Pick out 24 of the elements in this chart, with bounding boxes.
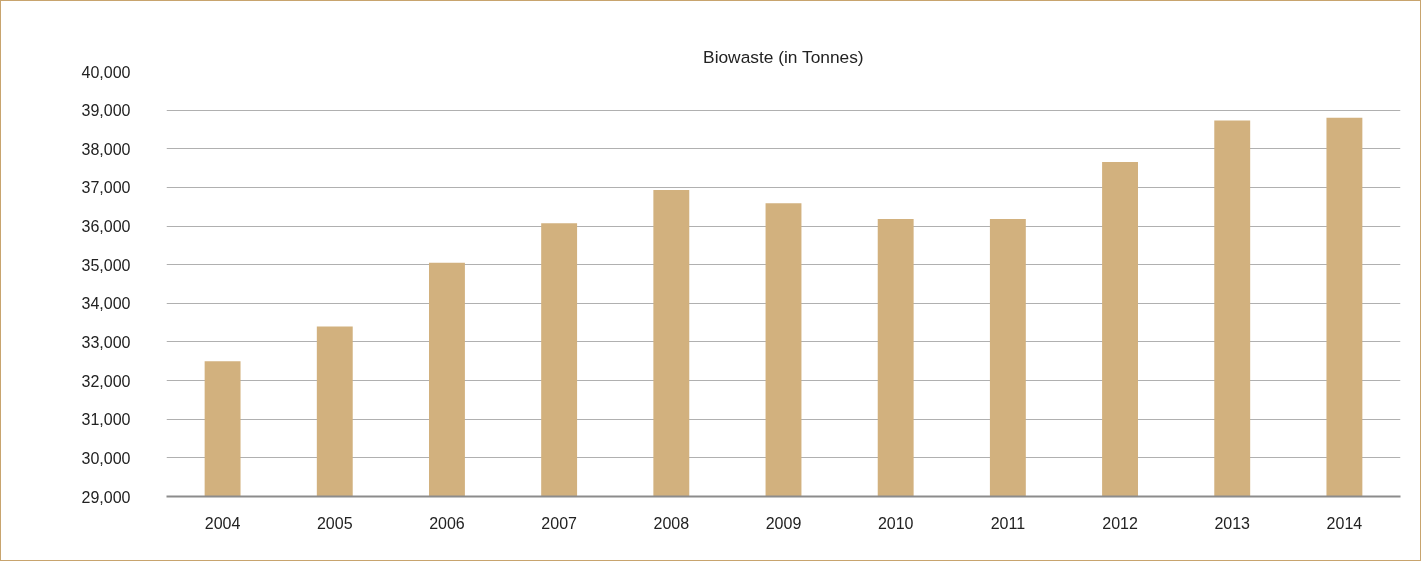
y-tick-label: 37,000	[81, 179, 131, 197]
x-tick-label: 2006	[429, 514, 465, 532]
x-tick-label: 2009	[765, 514, 802, 532]
x-tick-label: 2008	[653, 514, 690, 532]
y-tick-label: 40,000	[81, 63, 131, 81]
y-tick-label: 38,000	[81, 140, 131, 158]
y-tick-label: 29,000	[81, 488, 131, 506]
x-tick-label: 2012	[1102, 514, 1138, 532]
x-tick-label: 2013	[1214, 514, 1251, 532]
y-tick-label: 39,000	[81, 102, 131, 120]
x-tick-label: 2007	[541, 514, 578, 532]
x-tick-label: 2004	[204, 514, 241, 532]
x-tick-label: 2011	[990, 514, 1026, 532]
y-tick-label: 34,000	[81, 295, 131, 313]
x-tick-label: 2010	[877, 514, 914, 532]
y-tick-label: 31,000	[81, 411, 131, 429]
y-tick-label: 33,000	[81, 333, 131, 351]
y-tick-label: 35,000	[81, 256, 131, 274]
x-tick-label: 2014	[1326, 514, 1363, 532]
y-tick-label: 32,000	[81, 372, 131, 390]
y-tick-label: 36,000	[81, 218, 131, 236]
y-tick-label: 30,000	[81, 449, 131, 467]
chart-title: Biowaste (in Tonnes)	[703, 46, 864, 67]
x-tick-label: 2005	[316, 514, 353, 532]
